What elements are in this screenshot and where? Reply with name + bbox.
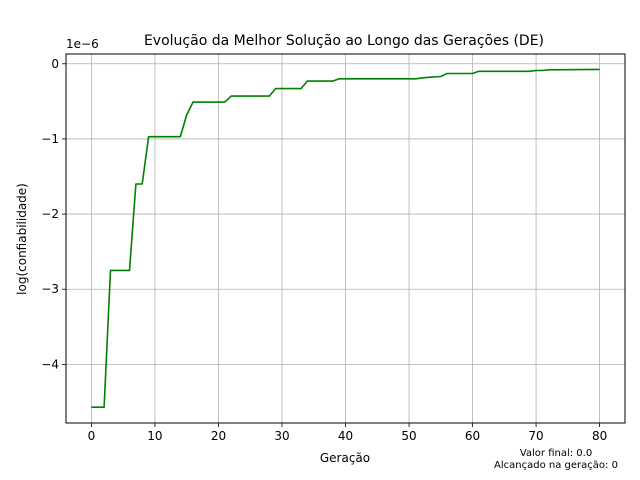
x-tick-label: 80 [592,429,607,443]
y-tick-label: −2 [41,207,59,221]
x-tick-label: 60 [465,429,480,443]
y-axis-label: log(confiabilidade) [15,183,29,295]
chart-title: Evolução da Melhor Solução ao Longo das … [144,33,544,49]
y-tick-label: −4 [41,357,59,371]
x-tick-label: 70 [528,429,543,443]
y-offset-label: 1e−6 [66,37,99,51]
x-tick-label: 30 [274,429,289,443]
x-tick-label: 20 [211,429,226,443]
annotation-reached-generation: Alcançado na geração: 0 [494,460,618,471]
x-axis-label: Geração [320,451,370,465]
annotation-final-value: Valor final: 0.0 [520,448,592,459]
x-tick-label: 40 [338,429,353,443]
x-tick-label: 0 [88,429,96,443]
series-layer [91,68,600,409]
series-line [91,68,600,409]
y-tick-label: −1 [41,132,59,146]
y-tick-label: −3 [41,282,59,296]
grid [66,54,625,423]
y-tick-label: 0 [51,57,59,71]
x-tick-label: 50 [401,429,416,443]
ticks: 0 10 20 30 40 50 60 70 80 0 −1 −2 −3 −4 [41,57,607,443]
x-tick-label: 10 [147,429,162,443]
